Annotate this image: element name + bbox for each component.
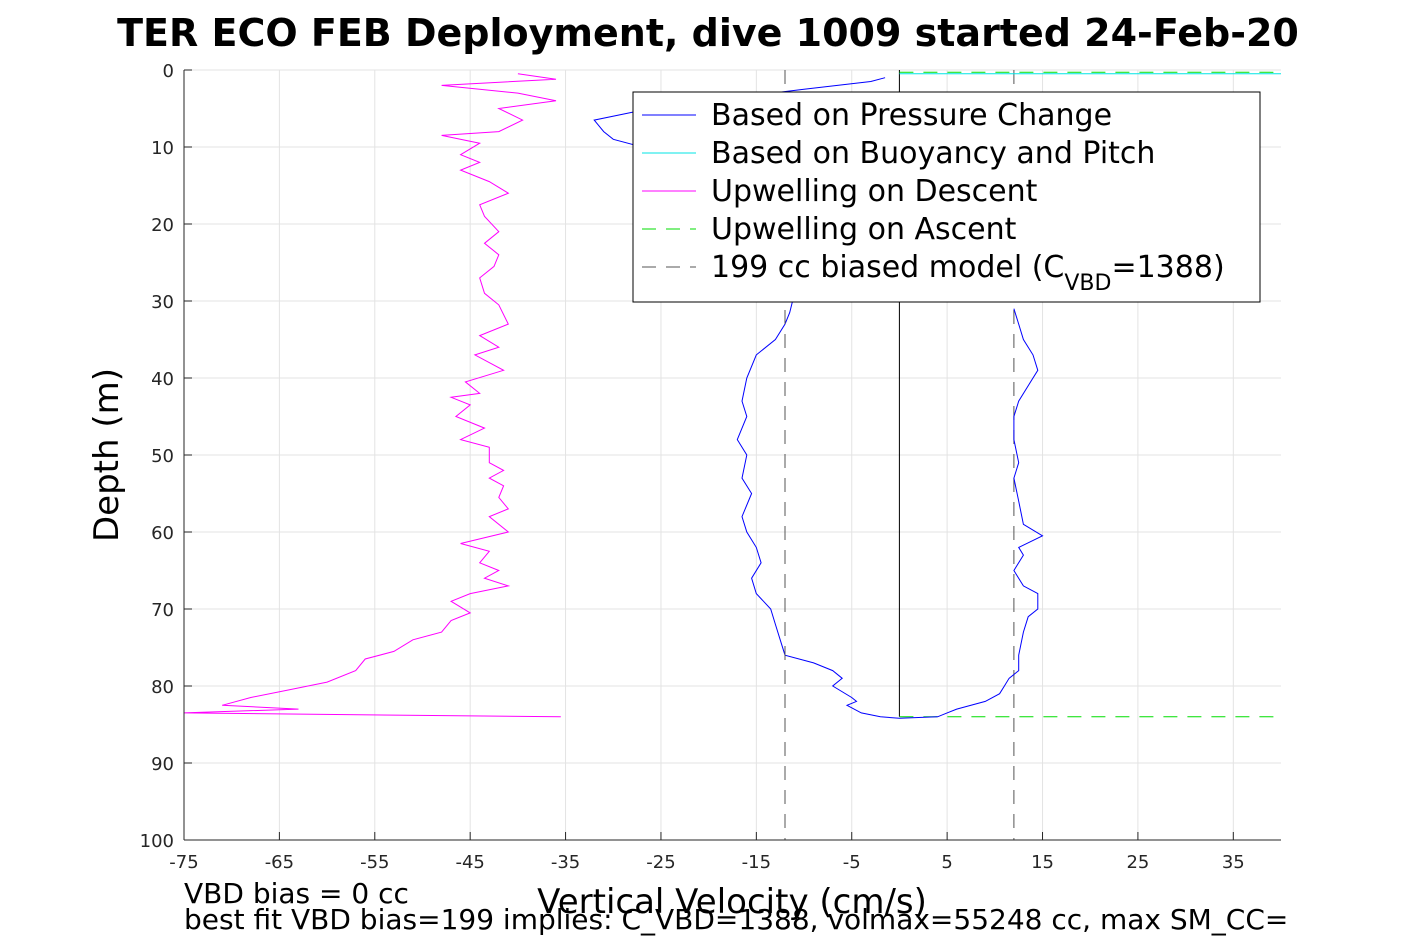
- y-tick-label: 30: [151, 292, 174, 313]
- axes: -75 -65 -55 -45 -35 -25 -15 -5 5 15 25 350102030405…: [140, 61, 1281, 873]
- x-axis-label: Vertical Velocity (cm/s): [537, 882, 927, 922]
- y-tick-label: 40: [151, 369, 174, 390]
- y-tick-label: 20: [151, 215, 174, 236]
- x-tick-label: -75: [169, 852, 198, 873]
- x-tick-label: -65: [265, 852, 294, 873]
- legend-label: Based on Pressure Change: [711, 98, 1112, 133]
- y-tick-label: 60: [151, 523, 174, 544]
- x-tick-label: 25: [1126, 852, 1149, 873]
- x-tick-label: -15: [742, 852, 771, 873]
- y-tick-label: 100: [140, 831, 174, 852]
- y-tick-label: 50: [151, 446, 174, 467]
- x-tick-label: 5: [941, 852, 952, 873]
- x-tick-label: -55: [360, 852, 389, 873]
- x-tick-label: -45: [455, 852, 484, 873]
- x-tick-label: -5: [843, 852, 861, 873]
- y-tick-label: 90: [151, 754, 174, 775]
- annotation-best-fit: best fit VBD bias=199 implies: C_VBD=138…: [184, 903, 1288, 936]
- y-tick-label: 80: [151, 677, 174, 698]
- legend-label: Upwelling on Ascent: [711, 212, 1017, 247]
- y-axis-label: Depth (m): [87, 368, 127, 542]
- legend-label: Based on Buoyancy and Pitch: [711, 136, 1155, 171]
- y-tick-label: 0: [163, 61, 174, 82]
- annotation-vbd-bias: VBD bias = 0 cc: [184, 877, 409, 910]
- x-tick-label: 35: [1222, 852, 1245, 873]
- chart-title: TER ECO FEB Deployment, dive 1009 starte…: [117, 11, 1299, 55]
- y-tick-label: 70: [151, 600, 174, 621]
- y-tick-label: 10: [151, 138, 174, 159]
- x-tick-label: 15: [1031, 852, 1054, 873]
- x-tick-label: -35: [551, 852, 580, 873]
- x-tick-label: -25: [646, 852, 675, 873]
- legend-box: [632, 91, 1261, 303]
- series-line-2: [183, 73, 561, 718]
- legend-label: Upwelling on Descent: [711, 174, 1038, 209]
